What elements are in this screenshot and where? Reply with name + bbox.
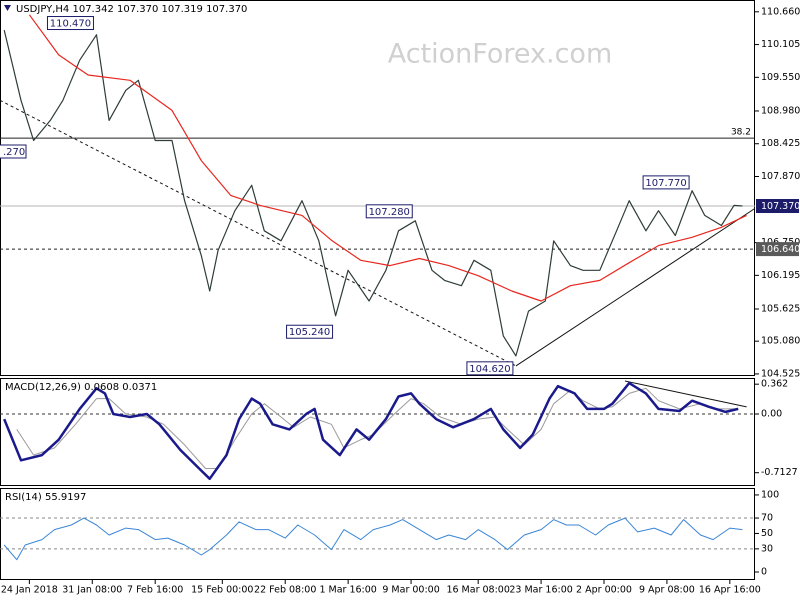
x-tick-label: 24 Jan 2018 — [1, 585, 58, 596]
series-line — [3, 381, 739, 481]
y-tick-label: 0.362 — [761, 379, 788, 390]
panel-frame — [0, 0, 755, 376]
y-tick-label: 109.550 — [761, 72, 800, 83]
y-tick-label: 106.195 — [761, 270, 800, 281]
series-line — [16, 387, 739, 469]
x-tick-label: 16 Mar 08:00 — [446, 585, 509, 596]
price-tag: 107.370 — [761, 201, 800, 212]
series-line — [3, 517, 743, 561]
y-tick-label: 0.00 — [761, 409, 782, 420]
level-label: 38.2 — [731, 128, 751, 138]
panel-title: RSI(14) 55.9197 — [5, 492, 86, 503]
price-label-box — [365, 204, 413, 219]
x-tick-label: 31 Jan 08:00 — [62, 585, 122, 596]
panel-title: MACD(12,26,9) 0.0608 0.0371 — [5, 382, 157, 393]
price-label: 104.620 — [469, 364, 510, 375]
panel-title: USDJPY,H4 107.342 107.370 107.319 107.37… — [16, 4, 247, 15]
annotation-box — [0, 144, 27, 159]
price-tag-box — [756, 242, 799, 257]
series-line — [3, 29, 743, 357]
y-tick-label: 105.080 — [761, 336, 800, 347]
axis-cover — [755, 378, 800, 486]
y-tick-label: 108.425 — [761, 138, 800, 149]
y-tick-label: 0 — [761, 566, 767, 577]
trend-line — [515, 207, 756, 367]
x-tick-label: 2 Apr 00:00 — [576, 585, 632, 596]
y-tick-label: 30 — [761, 543, 773, 554]
y-tick-label: 105.625 — [761, 304, 800, 315]
symbol-icon — [4, 5, 11, 11]
x-tick-label: 23 Mar 16:00 — [509, 585, 572, 596]
price-label-box — [46, 16, 94, 31]
annotation: .270 — [3, 147, 25, 158]
y-tick-label: 104.525 — [761, 368, 800, 379]
y-tick-label: 110.660 — [761, 6, 800, 17]
trend-line — [624, 380, 747, 408]
price-label: 107.770 — [645, 178, 686, 189]
x-tick-label: 22 Feb 08:00 — [254, 585, 316, 596]
y-tick-label: -0.7127 — [761, 467, 798, 478]
price-tag: 106.640 — [761, 244, 800, 255]
watermark: ActionForex.com — [388, 39, 613, 70]
y-tick-label: 70 — [761, 513, 773, 524]
price-label: 105.240 — [289, 327, 330, 338]
y-tick-label: 100 — [761, 489, 779, 500]
x-tick-label: 16 Apr 16:00 — [699, 585, 761, 596]
x-tick-label: 9 Mar 00:00 — [382, 585, 439, 596]
panel-frame — [0, 488, 755, 580]
axis-cover — [755, 0, 800, 376]
price-label: 107.280 — [369, 207, 410, 218]
price-label-box — [286, 324, 334, 339]
x-tick-label: 7 Feb 16:00 — [127, 585, 183, 596]
axis-cover — [755, 488, 800, 580]
price-label: 110.470 — [50, 19, 91, 30]
y-tick-label: 110.105 — [761, 39, 800, 50]
panel-frame — [0, 378, 755, 486]
price-label-box — [466, 361, 514, 376]
x-tick-label: 1 Mar 16:00 — [319, 585, 376, 596]
x-tick-label: 15 Feb 00:00 — [191, 585, 253, 596]
y-tick-label: 108.980 — [761, 105, 800, 116]
series-line — [28, 14, 747, 302]
x-tick-label: 9 Apr 08:00 — [639, 585, 695, 596]
y-tick-label: 107.870 — [761, 171, 800, 182]
y-tick-label: 50 — [761, 528, 773, 539]
trend-line — [0, 99, 517, 367]
price-tag-box — [756, 199, 799, 214]
price-label-box — [642, 175, 690, 190]
